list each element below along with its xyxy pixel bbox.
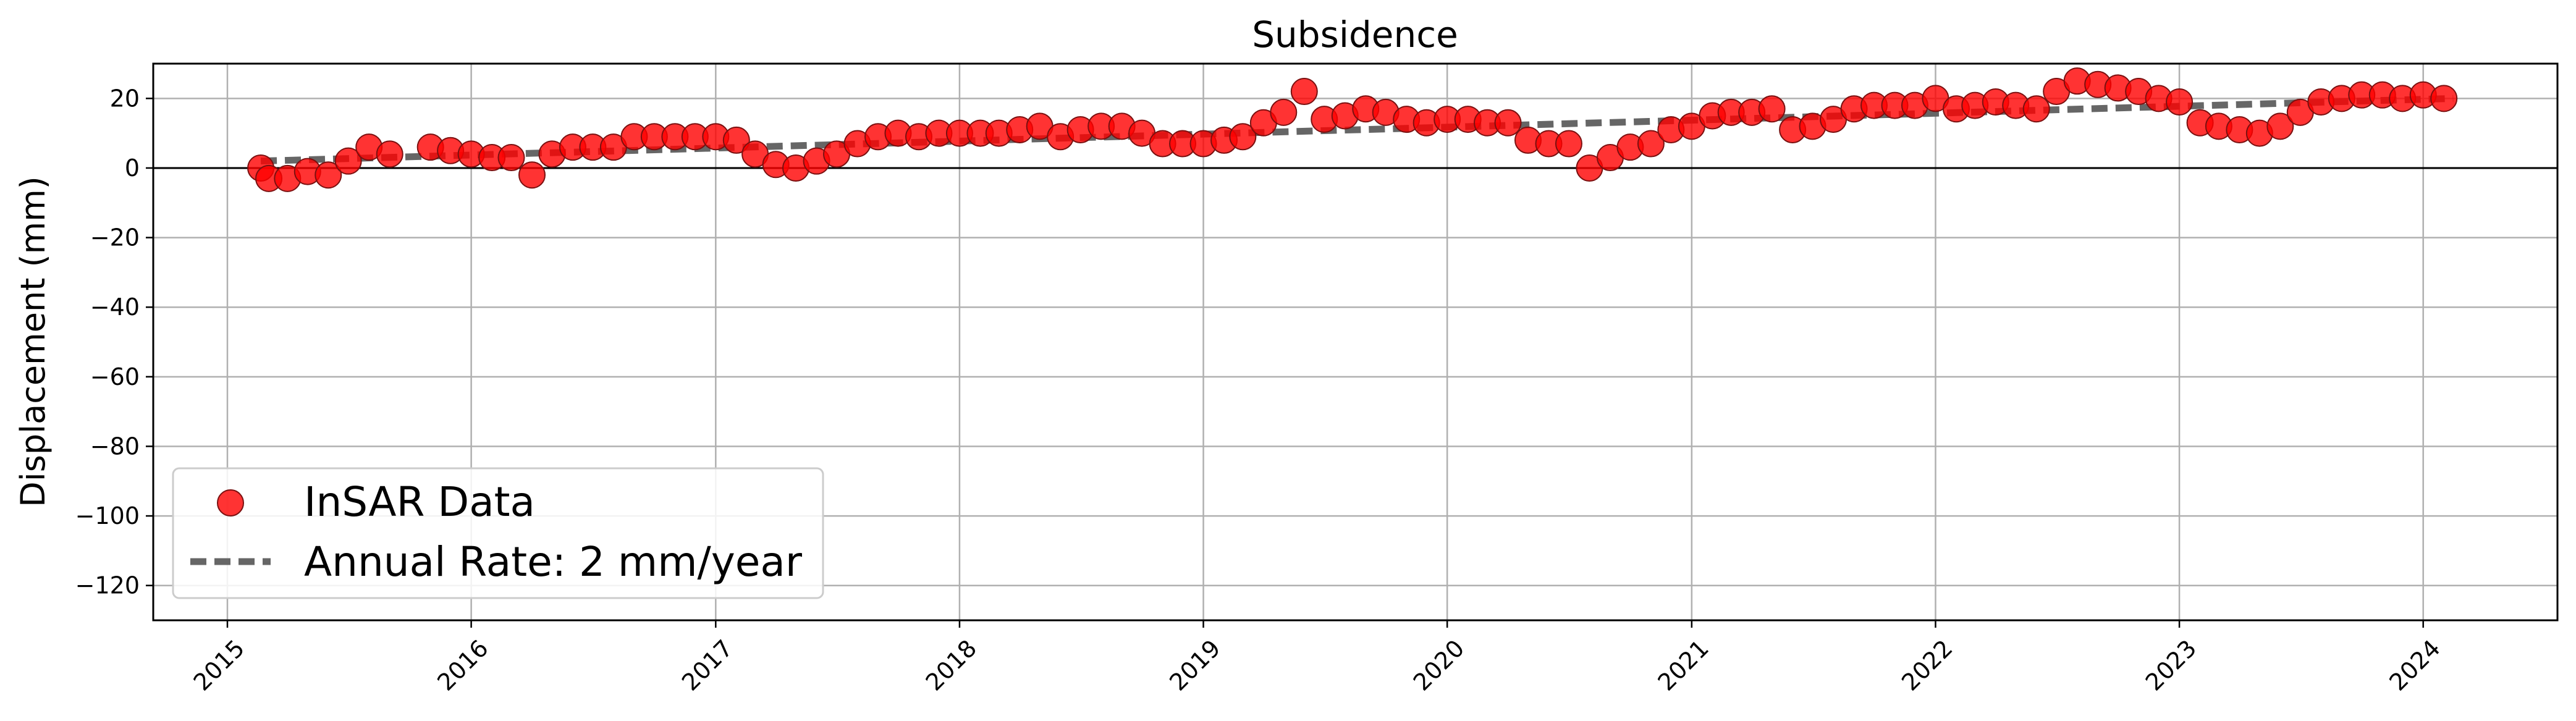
y-tick-label-0: 0 bbox=[125, 154, 140, 182]
legend: InSAR Data Annual Rate: 2 mm/year bbox=[172, 467, 824, 599]
insar-data-point bbox=[722, 126, 750, 154]
legend-label-insar: InSAR Data bbox=[304, 478, 535, 526]
insar-data-point bbox=[2266, 112, 2294, 140]
insar-data-point bbox=[2430, 85, 2458, 112]
y-tick-label--60: −60 bbox=[90, 363, 140, 390]
insar-data-point bbox=[1290, 78, 1318, 106]
y-tick-label-20: 20 bbox=[110, 85, 140, 112]
insar-data-point bbox=[1555, 130, 1582, 158]
y-axis-title: Displacement (mm) bbox=[14, 176, 53, 507]
insar-data-point bbox=[1637, 130, 1665, 158]
insar-data-point bbox=[518, 161, 546, 189]
insar-data-point bbox=[1270, 98, 1298, 126]
insar-data-point bbox=[2166, 88, 2194, 116]
insar-data-point bbox=[315, 161, 342, 189]
insar-data-point bbox=[497, 144, 525, 172]
insar-data-point bbox=[334, 147, 362, 175]
y-tick-label--120: −120 bbox=[75, 572, 140, 599]
data-points bbox=[247, 67, 2458, 192]
plot-frame bbox=[152, 62, 2559, 622]
chart-title: Subsidence bbox=[1252, 14, 1458, 56]
legend-marker-insar bbox=[217, 489, 244, 517]
y-tick-label--20: −20 bbox=[90, 224, 140, 251]
insar-data-point bbox=[376, 140, 403, 168]
legend-label-trend: Annual Rate: 2 mm/year bbox=[304, 538, 803, 586]
insar-data-point bbox=[1494, 109, 1522, 137]
y-tick-label--40: −40 bbox=[90, 293, 140, 321]
insar-data-point bbox=[1758, 95, 1786, 123]
insar-data-point bbox=[1229, 123, 1257, 151]
insar-data-point bbox=[2022, 95, 2050, 123]
legend-box bbox=[172, 467, 824, 599]
y-ticks: 20 0 −20 −40 −60 −80 −100 −120 bbox=[75, 85, 153, 599]
y-tick-label--100: −100 bbox=[75, 502, 140, 529]
y-tick-label--80: −80 bbox=[90, 432, 140, 460]
